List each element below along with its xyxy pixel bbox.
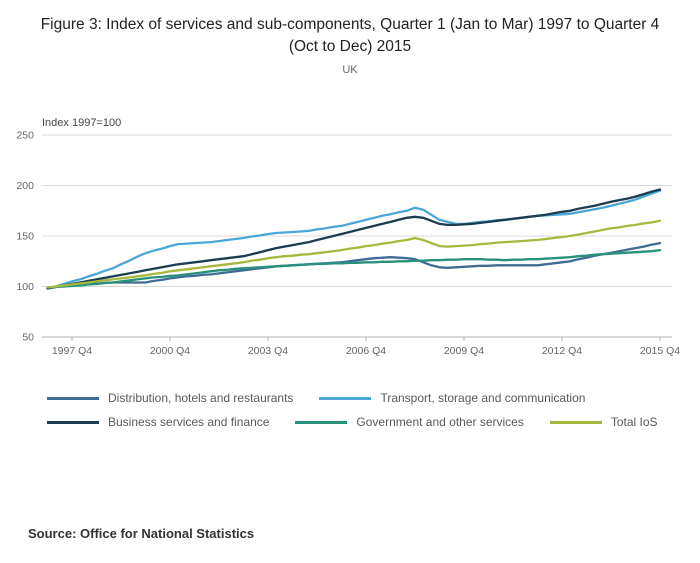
chart-legend: Distribution, hotels and restaurants Tra…	[47, 391, 700, 429]
government-line-swatch	[295, 420, 348, 424]
legend-label: Total IoS	[610, 415, 658, 430]
y-tick-label: 150	[16, 231, 34, 243]
series-line-1	[46, 189, 662, 291]
x-tick-label: 2000 Q4	[150, 345, 190, 357]
legend-item-total-ios: Total IoS	[549, 415, 658, 430]
legend-label: Government and other services	[356, 415, 524, 430]
legend-row-2: Business services and finance Government…	[47, 415, 700, 429]
y-tick-label: 200	[16, 180, 34, 192]
legend-item-business: Business services and finance	[47, 415, 269, 429]
legend-label: Business services and finance	[108, 415, 270, 430]
x-tick-label: 2009 Q4	[444, 345, 484, 357]
y-tick-label: 100	[16, 281, 34, 293]
series-line-0	[46, 242, 662, 290]
legend-row-1: Distribution, hotels and restaurants Tra…	[47, 391, 700, 405]
figure-page: Figure 3: Index of services and sub-comp…	[0, 14, 700, 563]
x-tick-label: 2003 Q4	[248, 345, 288, 357]
legend-label: Transport, storage and communication	[380, 391, 586, 406]
legend-item-transport: Transport, storage and communication	[319, 391, 585, 405]
chart-title: Figure 3: Index of services and sub-comp…	[40, 16, 660, 55]
series-line-2	[46, 188, 662, 291]
distribution-line-swatch	[47, 396, 99, 400]
y-tick-label: 50	[22, 332, 34, 344]
series-line-4	[46, 220, 662, 290]
legend-item-distribution: Distribution, hotels and restaurants	[47, 391, 293, 405]
x-tick-label: 2015 Q4	[640, 345, 680, 357]
x-tick-label: 1997 Q4	[52, 345, 92, 357]
chart-subtitle: UK	[342, 64, 358, 77]
x-tick-label: 2012 Q4	[542, 345, 582, 357]
transport-line-swatch	[319, 396, 372, 400]
y-axis-unit-label: Index 1997=100	[42, 117, 121, 129]
series-line-3	[46, 249, 662, 290]
chart-area: 50 100 150 200 250 1997 Q4 2000 Q4 2003 Q4 2006 …	[0, 100, 700, 365]
x-tick-label: 2006 Q4	[346, 345, 386, 357]
line-chart: 50 100 150 200 250 1997 Q4 2000 Q4 2003 Q4 2006 …	[16, 117, 680, 357]
source-attribution: Source: Office for National Statistics	[28, 526, 255, 541]
legend-item-government: Government and other services	[295, 415, 524, 430]
legend-label: Distribution, hotels and restaurants	[108, 391, 294, 406]
total-ios-line-swatch	[549, 420, 602, 424]
business-line-swatch	[47, 420, 99, 424]
y-tick-label: 250	[16, 130, 34, 142]
